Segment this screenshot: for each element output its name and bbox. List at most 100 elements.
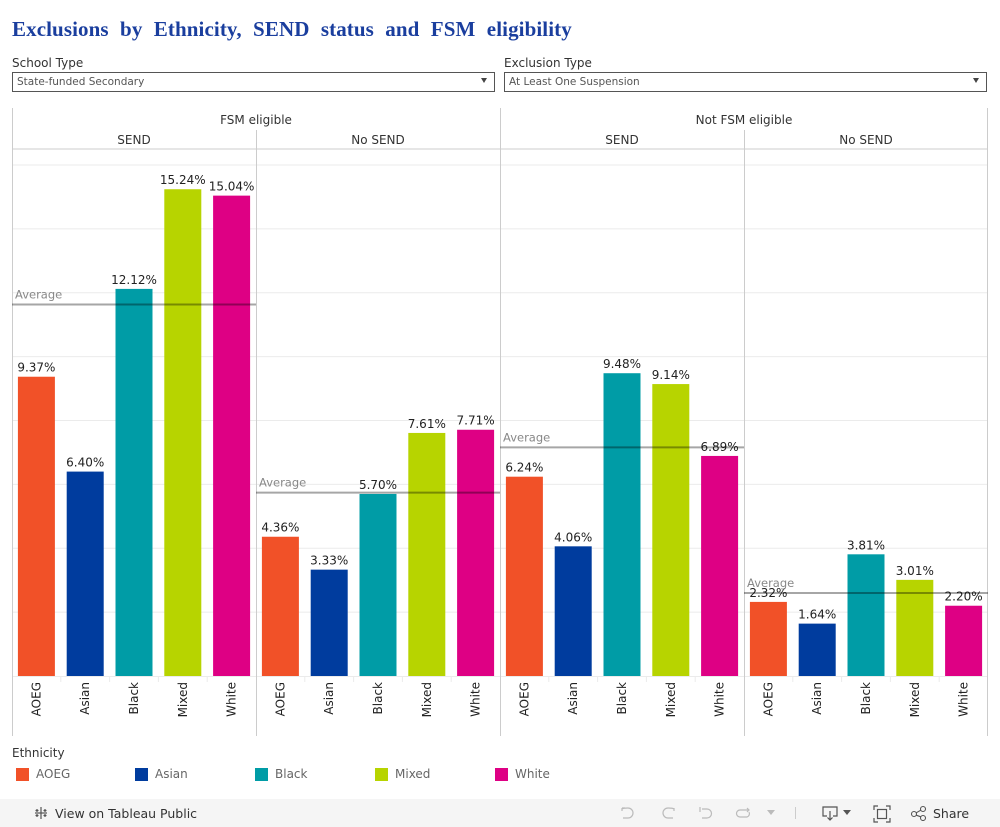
refresh-icon[interactable] <box>735 805 753 821</box>
bar-aoeg <box>505 476 543 676</box>
average-label: Average <box>15 288 62 302</box>
category-label: Mixed <box>664 682 678 717</box>
category-label: White <box>469 682 483 717</box>
exclusion-type-value: At Least One Suspension <box>509 76 640 88</box>
bar-white <box>457 429 495 676</box>
average-label: Average <box>259 476 306 490</box>
data-label: 2.20% <box>945 590 983 604</box>
legend-item-mixed[interactable]: Mixed <box>375 766 430 782</box>
average-label: Average <box>747 576 794 590</box>
data-label: 9.14% <box>652 368 690 382</box>
category-label: AOEG <box>29 682 43 716</box>
data-label: 7.61% <box>408 417 446 431</box>
bar-chart: FSM eligible SEND 9.37% AOEG 6.40% Asian 12.12… <box>12 108 988 736</box>
bar-white <box>701 455 739 676</box>
school-type-label: School Type <box>12 56 84 70</box>
exclusion-type-dropdown[interactable]: At Least One Suspension <box>504 72 987 92</box>
bar-white <box>213 195 251 676</box>
data-label: 2.32% <box>749 586 787 600</box>
legend-swatch <box>375 767 388 781</box>
legend-label: Black <box>275 767 308 781</box>
category-label: Black <box>615 682 629 715</box>
download-icon[interactable] <box>821 805 839 822</box>
revert-icon[interactable] <box>698 805 716 821</box>
data-label: 6.89% <box>701 440 739 454</box>
category-label: Asian <box>566 682 580 715</box>
category-label: Asian <box>78 682 92 715</box>
category-label: AOEG <box>761 682 775 716</box>
panel-header: SEND <box>117 133 150 147</box>
data-label: 15.24% <box>160 173 206 187</box>
legend-label: AOEG <box>36 767 71 781</box>
legend-item-asian[interactable]: Asian <box>135 766 188 782</box>
school-type-value: State-funded Secondary <box>17 76 145 88</box>
average-label: Average <box>503 430 550 444</box>
footer-toolbar: View on Tableau Public Share <box>0 799 1000 827</box>
data-label: 4.06% <box>554 530 592 544</box>
category-label: White <box>957 682 971 717</box>
share-icon[interactable] <box>910 805 928 821</box>
legend-swatch <box>135 767 148 781</box>
bar-mixed <box>896 579 934 676</box>
school-type-dropdown[interactable]: State-funded Secondary <box>12 72 495 92</box>
bar-black <box>603 373 641 676</box>
view-on-tableau-link[interactable]: View on Tableau Public <box>33 805 197 821</box>
bar-asian <box>554 546 592 676</box>
category-label: Asian <box>810 682 824 715</box>
bar-mixed <box>652 384 690 676</box>
chevron-down-icon <box>973 78 979 83</box>
bar-asian <box>798 623 836 676</box>
redo-icon[interactable] <box>659 805 677 821</box>
data-label: 3.33% <box>310 554 348 568</box>
data-label: 6.40% <box>66 456 104 470</box>
bar-aoeg <box>17 376 55 676</box>
category-label: AOEG <box>517 682 531 716</box>
toolbar-separator <box>795 807 796 819</box>
legend-label: Asian <box>155 767 188 781</box>
data-label: 15.04% <box>209 180 255 194</box>
view-on-tableau-label: View on Tableau Public <box>55 805 198 821</box>
data-label: 12.12% <box>111 273 157 287</box>
bar-black <box>847 554 885 676</box>
bar-asian <box>310 569 348 676</box>
legend-label: White <box>515 767 550 781</box>
data-label: 6.24% <box>505 461 543 475</box>
bar-mixed <box>164 189 202 676</box>
undo-icon[interactable] <box>619 805 637 821</box>
data-label: 5.70% <box>359 478 397 492</box>
legend-item-black[interactable]: Black <box>255 766 307 782</box>
data-label: 7.71% <box>457 414 495 428</box>
legend-label: Mixed <box>395 767 431 781</box>
data-label: 1.64% <box>798 608 836 622</box>
share-button[interactable]: Share <box>933 806 970 821</box>
panel-header: No SEND <box>351 133 405 147</box>
data-label: 4.36% <box>261 521 299 535</box>
data-label: 3.81% <box>847 538 885 552</box>
bar-aoeg <box>261 536 299 676</box>
category-label: AOEG <box>273 682 287 716</box>
category-label: Mixed <box>908 682 922 717</box>
bar-white <box>945 605 983 676</box>
data-label: 9.37% <box>17 361 55 375</box>
group-header: Not FSM eligible <box>696 113 793 127</box>
refresh-dropdown-icon[interactable] <box>766 809 776 817</box>
download-dropdown-icon[interactable] <box>842 809 852 817</box>
tableau-logo-icon <box>35 807 47 819</box>
bar-aoeg <box>749 601 787 676</box>
bar-black <box>115 288 153 676</box>
panel-header: SEND <box>605 133 638 147</box>
legend-swatch <box>16 767 29 781</box>
category-label: White <box>225 682 239 717</box>
category-label: Black <box>371 682 385 715</box>
legend-item-white[interactable]: White <box>495 766 550 782</box>
legend-swatch <box>495 767 508 781</box>
data-label: 3.01% <box>896 564 934 578</box>
category-label: Mixed <box>176 682 190 717</box>
page-title: Exclusions by Ethnicity, SEND status and… <box>12 17 572 41</box>
legend-item-aoeg[interactable]: AOEG <box>16 766 70 782</box>
exclusion-type-label: Exclusion Type <box>504 56 592 70</box>
fullscreen-icon[interactable] <box>873 805 891 823</box>
category-label: Black <box>859 682 873 715</box>
category-label: Mixed <box>420 682 434 717</box>
bar-black <box>359 493 397 676</box>
